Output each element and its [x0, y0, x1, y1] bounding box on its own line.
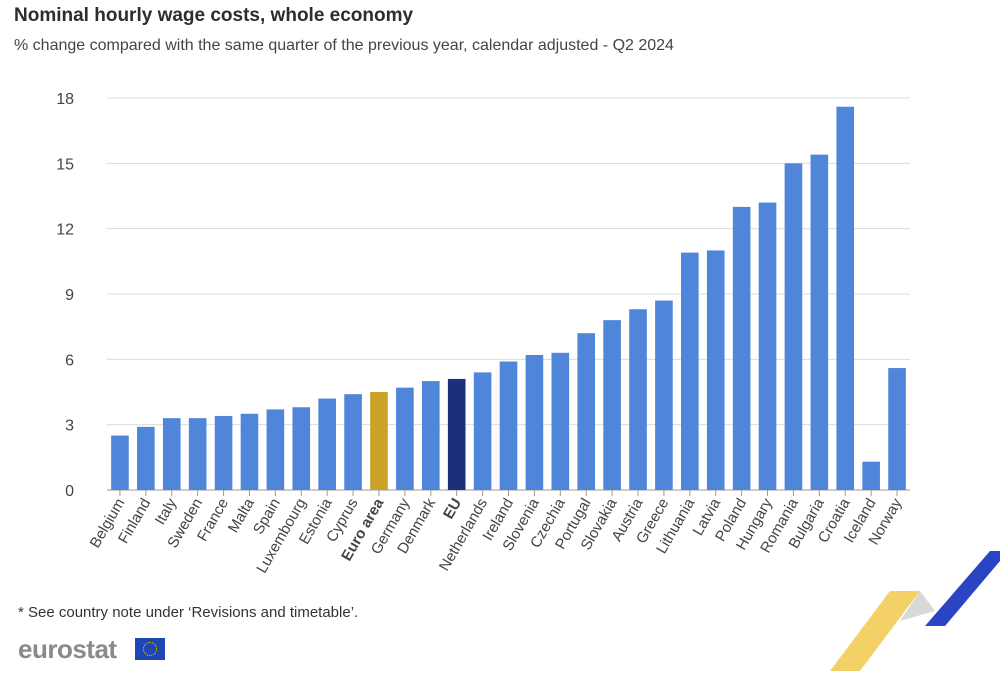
- bar: [188, 418, 207, 490]
- eurostat-logo: eurostat: [18, 634, 117, 664]
- bar-chart: 0369121518BelgiumFinlandItalySwedenFranc…: [56, 91, 910, 576]
- y-tick-label: 3: [65, 418, 74, 435]
- bar: [499, 361, 518, 490]
- y-tick-label: 15: [56, 156, 74, 173]
- bar: [862, 461, 880, 490]
- bar: [292, 407, 311, 490]
- y-tick-label: 6: [65, 352, 74, 369]
- x-tick-label: EU: [440, 496, 465, 523]
- y-tick-label: 0: [65, 483, 74, 500]
- bar: [214, 415, 233, 490]
- bar: [240, 413, 259, 490]
- bar: [629, 309, 647, 490]
- bar: [318, 398, 336, 490]
- bar: [888, 368, 906, 490]
- bar: [266, 409, 285, 490]
- bar: [344, 394, 362, 490]
- bar: [370, 392, 388, 490]
- chart-subtitle: % change compared with the same quarter …: [14, 37, 674, 54]
- bar: [162, 418, 181, 490]
- bar: [810, 154, 829, 490]
- eu-flag-icon: [135, 638, 165, 660]
- bar: [421, 381, 440, 490]
- bar: [473, 372, 492, 490]
- bar: [706, 250, 725, 490]
- y-tick-label: 12: [56, 222, 74, 239]
- bar: [551, 352, 570, 490]
- y-tick-label: 9: [65, 287, 74, 304]
- bar: [396, 387, 414, 490]
- bar: [655, 300, 673, 490]
- bar: [447, 378, 466, 490]
- bar: [525, 354, 544, 490]
- bar: [681, 252, 699, 490]
- bar: [603, 320, 621, 490]
- bar: [111, 435, 129, 490]
- bar: [836, 106, 855, 490]
- bar: [758, 202, 777, 491]
- bar: [732, 206, 751, 490]
- chart-title: Nominal hourly wage costs, whole economy: [14, 5, 414, 26]
- y-tick-label: 18: [56, 91, 74, 108]
- bar: [577, 333, 596, 490]
- bar: [137, 426, 155, 490]
- footnote: * See country note under ‘Revisions and …: [18, 604, 359, 621]
- decorative-chevron-icon: [830, 551, 1000, 671]
- bar: [784, 163, 803, 491]
